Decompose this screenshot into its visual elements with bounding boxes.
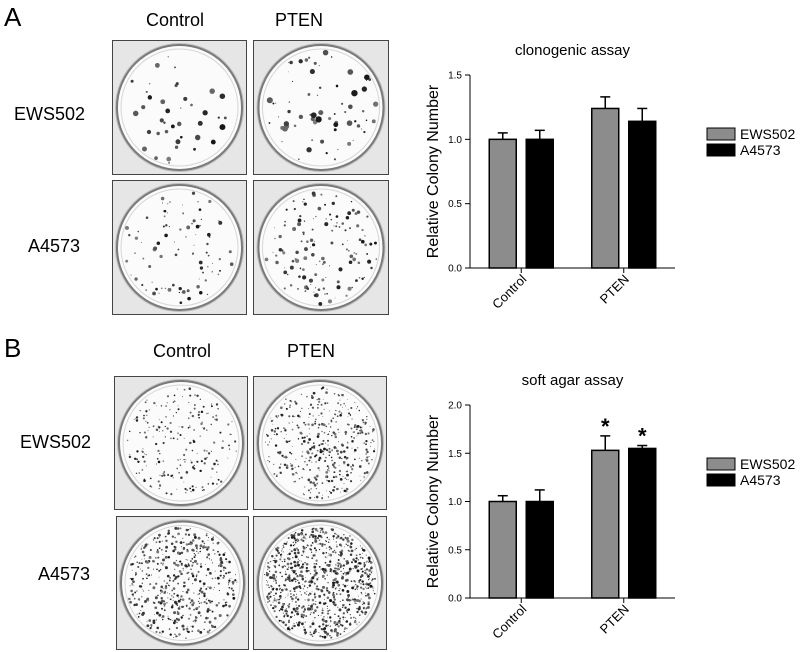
chart0-legend-label: EWS502 xyxy=(740,126,795,142)
chart0-y-tick-label: 0.0 xyxy=(448,264,462,275)
chart1-bar xyxy=(525,500,554,599)
chart0-x-tick-label: PTEN xyxy=(597,272,632,307)
chart0-bar xyxy=(591,107,620,269)
chart1-legend-label: EWS502 xyxy=(740,456,795,472)
chart1-legend-swatch xyxy=(706,473,736,487)
chart1-bar xyxy=(628,447,657,599)
panel-a-row-label-a4573: A4573 xyxy=(28,236,81,256)
panel-a-row-label-ews502: EWS502 xyxy=(14,104,86,124)
chart0-bar xyxy=(525,138,554,269)
chart1-legend-label: A4573 xyxy=(740,472,781,488)
panel-a-col-label-control: Control xyxy=(146,10,205,30)
chart0-y-tick-label: 1.0 xyxy=(448,135,462,146)
panel-b-letter: B xyxy=(4,333,22,363)
panel-b-col-label-pten: PTEN xyxy=(287,341,336,361)
chart0-bar xyxy=(628,120,657,269)
chart1-significance-mark: * xyxy=(638,424,647,449)
plate-image-clonogenic-pten-a4573 xyxy=(253,180,389,315)
chart1-y-tick-label: 1.0 xyxy=(448,497,462,508)
panel-a-letter: A xyxy=(4,2,22,32)
clonogenic-chart: clonogenic assay 0.0 0.5 1.0 1.5 Relative Col… xyxy=(425,42,795,312)
chart1-bar xyxy=(488,500,517,599)
plate-image-clonogenic-pten-ews502 xyxy=(253,40,389,175)
chart0-x-tick-label: Control xyxy=(489,271,529,311)
plate-image-clonogenic-control-ews502 xyxy=(112,40,247,175)
panel-b-col-label-control: Control xyxy=(153,341,212,361)
plate-image-clonogenic-control-a4573 xyxy=(112,180,247,315)
softagar-chart: soft agar assay 0.0 0.5 1.0 1.5 2.0 Relative C… xyxy=(425,372,795,642)
plate-image-softagar-pten-a4573 xyxy=(253,516,387,650)
chart0-y-tick-label: 0.5 xyxy=(448,199,462,210)
panel-b-row-label-ews502: EWS502 xyxy=(20,432,92,452)
chart1-bar xyxy=(591,449,620,599)
chart0-legend-swatch xyxy=(706,143,736,157)
chart1-y-tick-label: 0.5 xyxy=(448,545,462,556)
chart1-y-tick-label: 0.0 xyxy=(448,594,462,605)
plate-image-softagar-pten-ews502 xyxy=(253,376,387,510)
chart1-y-tick-label: 2.0 xyxy=(448,401,462,412)
chart1-significance-mark: * xyxy=(601,414,610,439)
panel-a-col-label-pten: PTEN xyxy=(275,10,324,30)
plate-image-softagar-control-a4573 xyxy=(116,516,249,650)
panel-b-row-label-a4573: A4573 xyxy=(38,564,91,584)
chart0-y-axis-label: Relative Colony Number xyxy=(425,84,442,258)
chart1-y-tick-label: 1.5 xyxy=(448,449,462,460)
chart1-legend-swatch xyxy=(706,457,736,471)
chart0-legend-label: A4573 xyxy=(740,142,781,158)
chart1-title: soft agar assay xyxy=(522,372,624,389)
chart0-title: clonogenic assay xyxy=(515,42,631,59)
chart0-legend-swatch xyxy=(706,127,736,141)
chart1-x-tick-label: PTEN xyxy=(597,602,632,637)
plate-image-softagar-control-ews502 xyxy=(114,376,248,510)
chart1-x-tick-label: Control xyxy=(489,601,529,641)
chart0-bar xyxy=(488,138,517,269)
chart0-y-tick-label: 1.5 xyxy=(448,71,462,82)
chart1-y-axis-label: Relative Colony Number xyxy=(425,414,442,588)
